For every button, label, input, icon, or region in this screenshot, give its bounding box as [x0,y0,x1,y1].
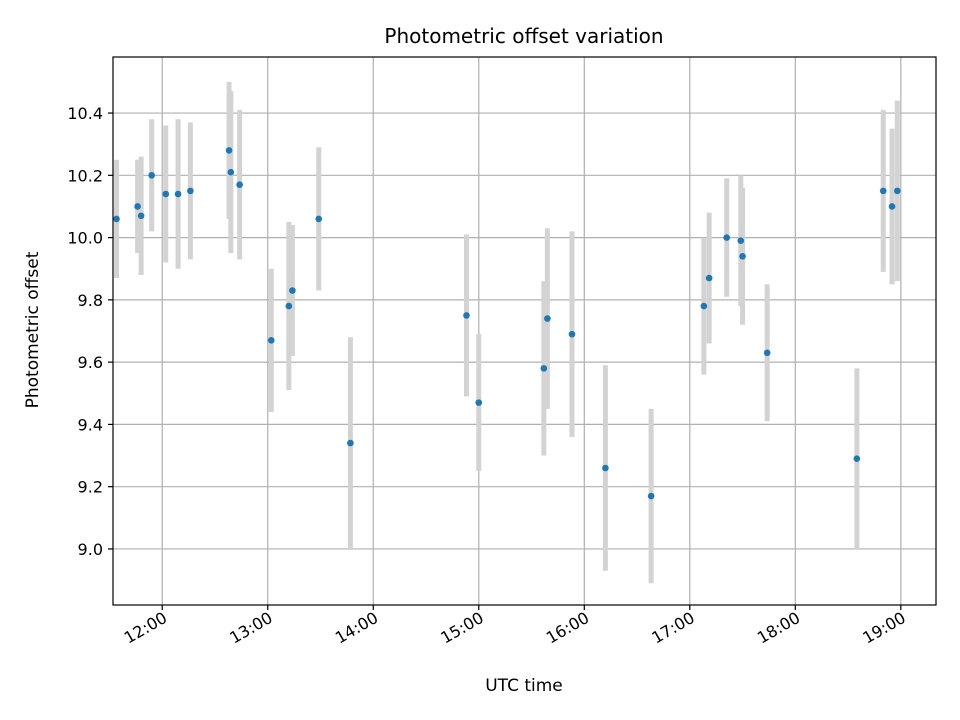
data-point [113,215,120,223]
y-axis-label: Photometric offset [23,251,43,408]
data-point [347,439,354,447]
data-point [894,187,901,195]
chart-title: Photometric offset variation [384,24,663,48]
data-point [134,203,141,210]
y-tick-label: 10.4 [67,104,103,123]
data-point [137,212,145,220]
data-point [267,337,275,344]
data-point [148,172,155,179]
data-point [225,147,233,154]
data-point [737,237,745,245]
data-point [540,365,548,372]
data-point [227,168,235,176]
data-point [174,190,182,198]
y-tick-label: 10.2 [67,166,103,185]
data-point [705,274,713,282]
y-tick-label: 9.0 [78,540,103,559]
y-tick-label: 9.6 [78,353,103,372]
data-point [763,349,771,357]
data-point [568,330,576,338]
y-tick-label: 9.2 [78,478,103,497]
data-point [647,492,655,500]
x-axis-label: UTC time [485,676,563,696]
data-point [475,399,483,406]
data-point [739,252,746,260]
data-point [544,315,551,322]
y-axis-ticks: 9.0 9.2 9.4 9.6 9.8 10.0 10.2 10.4 [67,104,113,559]
data-point [162,190,170,198]
data-point [289,287,296,294]
y-tick-label: 9.4 [78,415,103,434]
data-point [236,181,243,188]
data-point [187,187,194,195]
data-point [285,302,293,310]
data-point [315,215,323,223]
data-point [853,455,861,462]
data-point [463,312,470,319]
data-point [602,464,609,472]
y-tick-label: 9.8 [78,291,103,310]
plot-frame [112,56,937,606]
data-point [888,203,896,210]
grid [113,57,936,605]
data-points [113,147,901,500]
data-point [723,234,731,241]
data-point [700,302,708,310]
data-point [879,187,887,195]
y-tick-label: 10.0 [67,229,103,248]
